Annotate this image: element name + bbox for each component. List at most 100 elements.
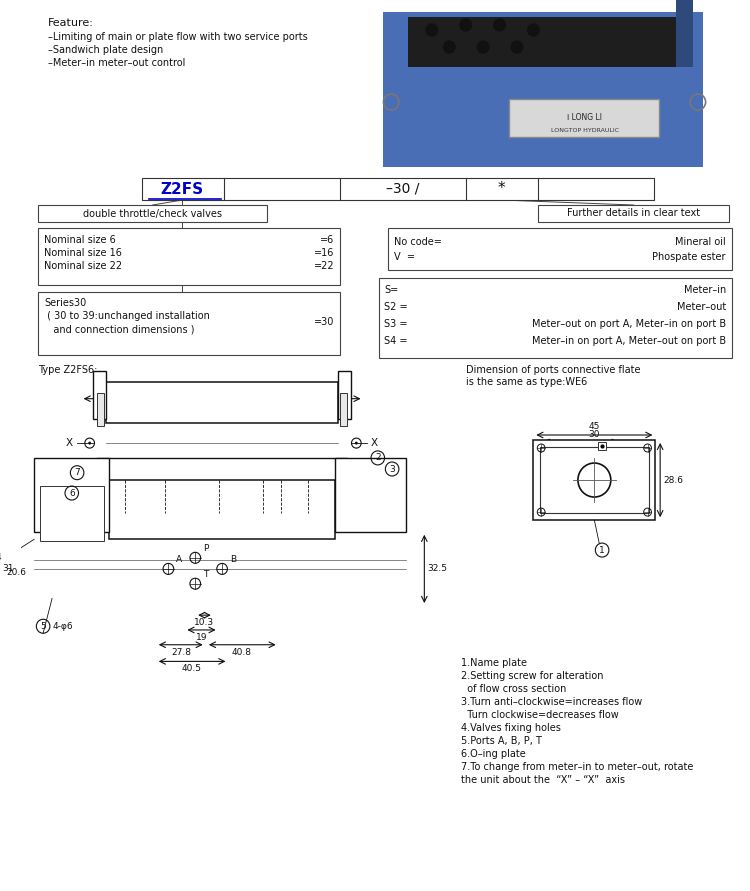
Bar: [38, 292, 340, 355]
Text: 130: 130: [214, 398, 231, 408]
Bar: [598, 442, 606, 450]
Bar: [676, 0, 693, 67]
Bar: [509, 99, 659, 137]
Text: 6: 6: [69, 488, 75, 497]
Text: 2: 2: [375, 454, 380, 462]
Circle shape: [355, 442, 358, 445]
Text: 64: 64: [166, 513, 178, 522]
Text: Type Z2FS6:: Type Z2FS6:: [38, 365, 98, 375]
Text: V  =: V =: [394, 252, 415, 262]
Circle shape: [527, 24, 539, 36]
Text: 4-φ6: 4-φ6: [53, 622, 74, 631]
Text: 27.8: 27.8: [171, 648, 191, 657]
Bar: [338, 371, 351, 419]
Text: *: *: [498, 182, 506, 197]
Bar: [340, 393, 347, 427]
Text: 40.5: 40.5: [182, 665, 202, 674]
Bar: [38, 228, 340, 285]
Text: Z2FS: Z2FS: [160, 182, 204, 197]
Text: 5: 5: [40, 622, 46, 631]
Text: 20.6: 20.6: [6, 568, 26, 577]
Text: 19: 19: [196, 633, 207, 642]
Circle shape: [512, 41, 523, 53]
Text: Turn clockwise=decreases flow: Turn clockwise=decreases flow: [460, 710, 619, 720]
Text: =6: =6: [320, 235, 334, 245]
Circle shape: [477, 41, 489, 53]
Text: S2 =: S2 =: [385, 302, 408, 312]
Text: 6.O–ing plate: 6.O–ing plate: [460, 749, 526, 759]
Text: X: X: [66, 438, 74, 448]
Text: –Limiting of main or plate flow with two service ports: –Limiting of main or plate flow with two…: [48, 32, 308, 42]
Text: the unit about the  “X” – “X”  axis: the unit about the “X” – “X” axis: [460, 775, 625, 785]
Text: 4-φ12.2: 4-φ12.2: [153, 468, 188, 478]
Circle shape: [426, 24, 438, 36]
Text: double throttle/check valves: double throttle/check valves: [83, 208, 222, 218]
Bar: [40, 486, 104, 541]
Text: Meter–in: Meter–in: [684, 285, 726, 295]
Bar: [334, 458, 406, 532]
Text: P: P: [203, 544, 208, 552]
Text: 28: 28: [248, 513, 260, 522]
Text: Max144: Max144: [204, 386, 240, 395]
Text: 7.To change from meter–in to meter–out, rotate: 7.To change from meter–in to meter–out, …: [460, 762, 693, 772]
Text: Nominal size 22: Nominal size 22: [44, 261, 122, 271]
Bar: [106, 382, 338, 422]
Text: Further details in clear text: Further details in clear text: [567, 208, 700, 218]
Text: =22: =22: [314, 261, 334, 271]
Text: 4-φ5.5: 4-φ5.5: [284, 468, 314, 478]
Text: 10.3: 10.3: [194, 618, 214, 627]
Text: of flow cross section: of flow cross section: [460, 684, 566, 694]
Text: and connection dimensions ): and connection dimensions ): [44, 325, 194, 335]
Text: Phospate ester: Phospate ester: [652, 252, 726, 262]
Text: 1.4: 1.4: [352, 492, 367, 502]
Text: =16: =16: [314, 248, 334, 258]
Text: 28.6: 28.6: [663, 476, 683, 485]
Text: X: X: [371, 438, 378, 448]
Text: Series30: Series30: [44, 298, 86, 308]
Text: 3: 3: [389, 464, 395, 473]
Text: 3.Turn anti–clockwise=increases flow: 3.Turn anti–clockwise=increases flow: [460, 697, 642, 707]
Bar: [538, 205, 729, 222]
Text: –Meter–in meter–out control: –Meter–in meter–out control: [48, 58, 185, 68]
Text: ( 30 to 39:unchanged installation: ( 30 to 39:unchanged installation: [44, 311, 210, 321]
Bar: [142, 178, 654, 200]
Text: 1: 1: [599, 545, 605, 554]
Bar: [383, 12, 703, 167]
Text: Meter–out: Meter–out: [676, 302, 726, 312]
Bar: [97, 458, 347, 484]
Text: 45: 45: [589, 422, 600, 431]
Bar: [97, 393, 104, 427]
Text: LONGTOP HYDRAULIC: LONGTOP HYDRAULIC: [550, 127, 619, 133]
Text: 1.Name plate: 1.Name plate: [460, 658, 526, 668]
Text: A: A: [176, 555, 182, 564]
Bar: [110, 480, 334, 539]
Circle shape: [460, 19, 472, 31]
Text: T: T: [203, 569, 208, 578]
Text: Mineral oil: Mineral oil: [675, 237, 726, 247]
Text: Dimension of ports connective flate
is the same as type:WE6: Dimension of ports connective flate is t…: [466, 365, 640, 387]
Bar: [93, 371, 106, 419]
Text: 5.Ports A, B, P, T: 5.Ports A, B, P, T: [460, 736, 542, 746]
Text: 4.Valves fixing holes: 4.Valves fixing holes: [460, 723, 561, 733]
Text: 30: 30: [589, 430, 600, 439]
Bar: [34, 458, 110, 532]
Polygon shape: [408, 17, 693, 67]
Text: Feature:: Feature:: [48, 18, 94, 28]
Bar: [388, 228, 732, 270]
Text: 61×40: 61×40: [200, 528, 230, 537]
Text: No code=: No code=: [394, 237, 442, 247]
Text: 31: 31: [2, 564, 14, 574]
Bar: [379, 278, 732, 358]
Circle shape: [88, 442, 91, 445]
Text: S3 =: S3 =: [385, 319, 408, 329]
Text: B: B: [230, 555, 236, 564]
Text: 7: 7: [74, 468, 80, 478]
Text: Nominal size 6: Nominal size 6: [44, 235, 116, 245]
Text: Nominal size 16: Nominal size 16: [44, 248, 122, 258]
Bar: [540, 447, 649, 513]
Text: S=: S=: [385, 285, 399, 295]
Text: 32.5: 32.5: [427, 564, 447, 574]
Text: S4 =: S4 =: [385, 336, 408, 346]
Text: –Sandwich plate design: –Sandwich plate design: [48, 45, 163, 55]
Bar: [533, 440, 656, 520]
